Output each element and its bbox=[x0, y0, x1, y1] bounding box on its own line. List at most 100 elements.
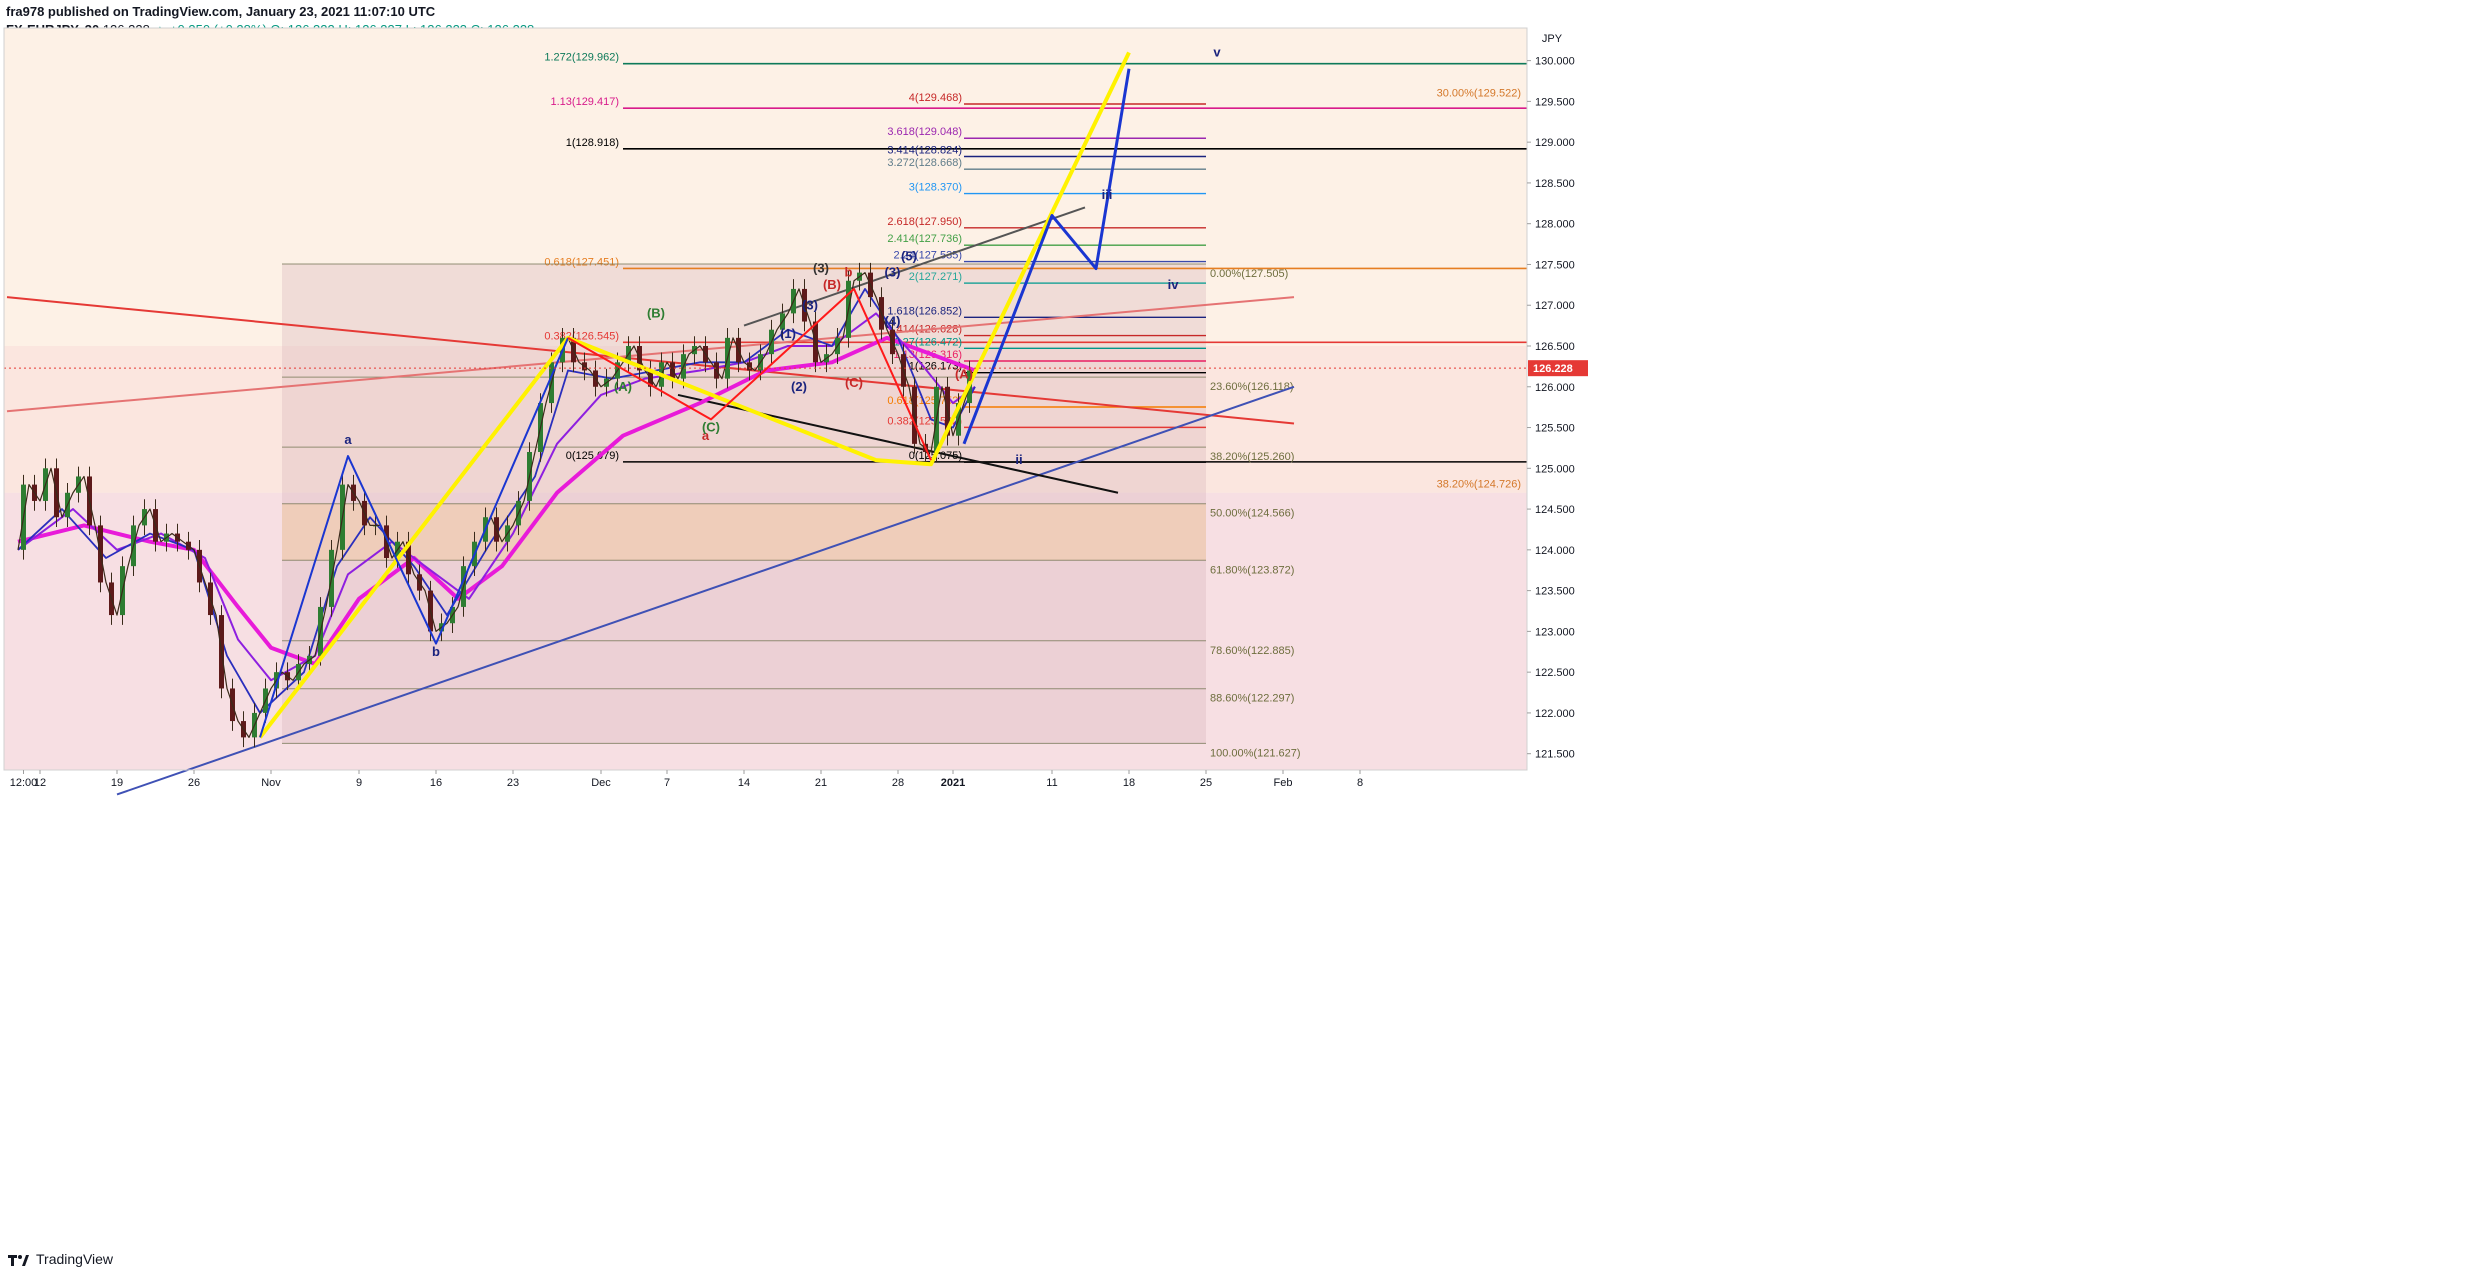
last-price-marker bbox=[1528, 360, 1588, 377]
y-tick-label: 125.500 bbox=[1535, 423, 1575, 435]
y-tick-label: 128.000 bbox=[1535, 219, 1575, 231]
wave-label: (C) bbox=[702, 420, 720, 435]
x-tick-label: 12:00 bbox=[10, 777, 38, 789]
wave-label: (3) bbox=[813, 261, 829, 276]
wave-label: (5) bbox=[901, 248, 917, 263]
ext-level-label: 2.24(127.535) bbox=[894, 250, 963, 262]
retrace-level-label: 61.80%(123.872) bbox=[1210, 564, 1294, 576]
x-tick-label: 26 bbox=[188, 777, 200, 789]
x-tick-label: Dec bbox=[591, 777, 611, 789]
y-tick-label: 130.000 bbox=[1535, 56, 1575, 68]
y-tick-label: 123.500 bbox=[1535, 586, 1575, 598]
x-tick-label: 9 bbox=[356, 777, 362, 789]
trend-line-upper-channel bbox=[743, 206, 1086, 327]
y-tick-label: 127.500 bbox=[1535, 259, 1575, 271]
wave-label: (3) bbox=[885, 265, 901, 280]
currency-label: JPY bbox=[1542, 33, 1563, 45]
ext-level-label: 2.414(127.736) bbox=[887, 233, 962, 245]
x-tick-label: 21 bbox=[815, 777, 827, 789]
y-tick-label: 122.500 bbox=[1535, 667, 1575, 679]
retrace-level-label: 78.60%(122.885) bbox=[1210, 645, 1294, 657]
ext-level-label: 2(127.271) bbox=[909, 271, 962, 283]
ext-level-label: 3.618(129.048) bbox=[887, 126, 962, 138]
y-tick-label: 125.000 bbox=[1535, 463, 1575, 475]
x-tick-label: 25 bbox=[1200, 777, 1212, 789]
x-tick-label: 7 bbox=[664, 777, 670, 789]
wave-label: iv bbox=[1168, 277, 1180, 292]
trend-line-red-descending bbox=[6, 296, 1295, 425]
wave-label: (A) bbox=[955, 367, 973, 382]
y-tick-label: 126.500 bbox=[1535, 341, 1575, 353]
x-tick-label: 23 bbox=[507, 777, 519, 789]
y-axis-panel bbox=[1527, 26, 2468, 772]
wave-path-red-abc bbox=[567, 287, 932, 461]
last-price-marker-label: 126.228 bbox=[1533, 363, 1573, 375]
wave-label: a bbox=[344, 432, 352, 447]
wave-label: (A) bbox=[614, 379, 632, 394]
retrace-level-label: 100.00%(121.627) bbox=[1210, 747, 1301, 759]
wave-label: b bbox=[432, 644, 440, 659]
ext-level-label: 4(129.468) bbox=[909, 92, 962, 104]
plot-frame bbox=[3, 27, 1528, 771]
x-tick-label: 14 bbox=[738, 777, 750, 789]
chart-footer: TradingView bbox=[0, 1245, 2468, 1275]
price-line bbox=[17, 272, 976, 738]
y-tick-label: 123.000 bbox=[1535, 626, 1575, 638]
retrace-level-label: 38.20%(125.260) bbox=[1210, 451, 1294, 463]
tradingview-brand: TradingView bbox=[36, 1251, 114, 1267]
wave-label: iii bbox=[1102, 187, 1113, 202]
y-tick-label: 127.000 bbox=[1535, 300, 1575, 312]
fib-level-label: 0.382(126.545) bbox=[544, 330, 619, 342]
y-tick-label: 129.000 bbox=[1535, 137, 1575, 149]
wave-path-blue-abc bbox=[259, 337, 569, 738]
fib-level-label: 1.272(129.962) bbox=[544, 52, 619, 64]
x-tick-label: Feb bbox=[1274, 777, 1293, 789]
x-tick-label: 28 bbox=[892, 777, 904, 789]
retrace-level-label: 23.60%(126.118) bbox=[1210, 381, 1294, 393]
retrace-level-label: 50.00%(124.566) bbox=[1210, 508, 1294, 520]
tradingview-logo-icon bbox=[8, 1253, 30, 1267]
trend-line-red-ascending bbox=[6, 296, 1295, 413]
wave-label: ii bbox=[1015, 452, 1022, 467]
ext-level-label: 3(128.370) bbox=[909, 182, 962, 194]
y-tick-label: 124.000 bbox=[1535, 545, 1575, 557]
x-tick-label: 11 bbox=[1046, 777, 1057, 789]
ext-level-label: 2.618(127.950) bbox=[887, 216, 962, 228]
upper-right-label: 30.00%(129.522) bbox=[1437, 88, 1521, 100]
y-tick-label: 121.500 bbox=[1535, 749, 1575, 761]
y-tick-label: 122.000 bbox=[1535, 708, 1575, 720]
ext-level-label: 1.618(126.852) bbox=[887, 305, 962, 317]
wave-label: (1) bbox=[780, 326, 796, 341]
fib-level-label: 0.618(127.451) bbox=[544, 256, 619, 268]
y-tick-label: 129.500 bbox=[1535, 96, 1575, 108]
ext-level-label: 3.272(128.668) bbox=[887, 157, 962, 169]
x-tick-label: 2021 bbox=[941, 777, 965, 789]
wave-label: (B) bbox=[647, 305, 665, 320]
wave-label: (C) bbox=[845, 375, 863, 390]
retrace-level-label: 88.60%(122.297) bbox=[1210, 693, 1294, 705]
retrace-level-label: 0.00%(127.505) bbox=[1210, 268, 1288, 280]
x-tick-label: 18 bbox=[1123, 777, 1135, 789]
wave-label: v bbox=[1213, 45, 1221, 60]
upper-right-label: 38.20%(124.726) bbox=[1437, 479, 1521, 491]
fib-level-label: 1(128.918) bbox=[566, 137, 619, 149]
wave-path-yellow bbox=[258, 51, 1131, 739]
wave-label: a bbox=[702, 428, 710, 443]
y-tick-label: 126.000 bbox=[1535, 382, 1575, 394]
trend-line-blue-support bbox=[116, 385, 1295, 796]
tradingview-logo[interactable]: TradingView bbox=[8, 1251, 113, 1267]
wave-label: (B) bbox=[823, 277, 841, 292]
wave-label: b bbox=[845, 265, 853, 280]
golden-zone bbox=[282, 503, 1206, 561]
publisher-line: fra978 published on TradingView.com, Jan… bbox=[6, 4, 436, 19]
wave-path-blue-projection bbox=[962, 68, 1131, 445]
x-tick-label: 19 bbox=[111, 777, 123, 789]
wave-label: (4) bbox=[885, 314, 901, 329]
wave-label: (2) bbox=[791, 379, 807, 394]
y-tick-label: 124.500 bbox=[1535, 504, 1575, 516]
y-tick-label: 128.500 bbox=[1535, 178, 1575, 190]
ext-level-label: 3.414(128.824) bbox=[887, 145, 962, 157]
fib-level-label: 1.13(129.417) bbox=[551, 96, 620, 108]
wave-label: (3) bbox=[802, 297, 818, 312]
